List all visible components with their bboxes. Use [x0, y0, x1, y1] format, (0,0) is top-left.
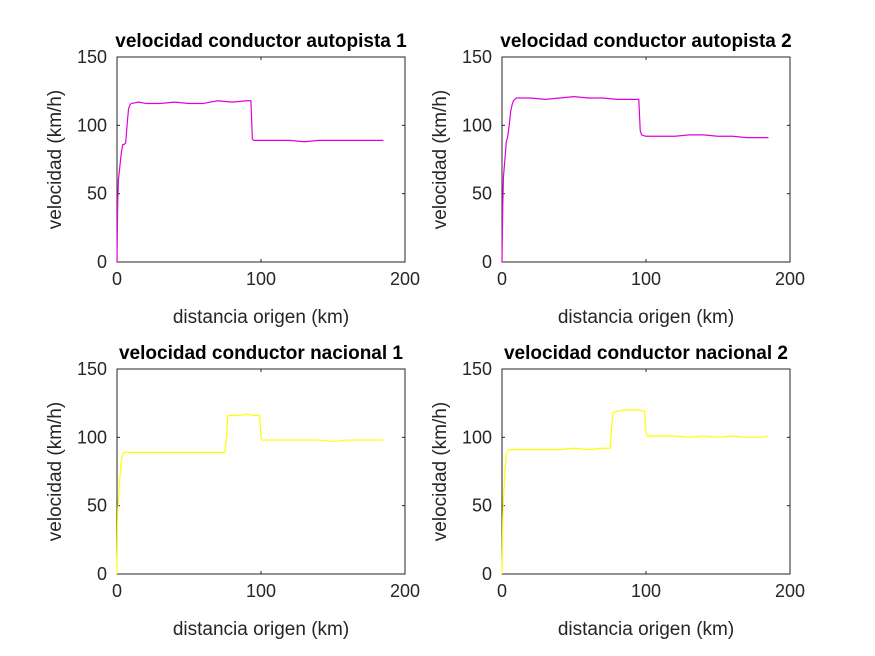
x-axis-label: distancia origen (km) — [173, 619, 349, 640]
x-tick-label: 100 — [631, 269, 661, 289]
chart-title: velocidad conductor nacional 2 — [504, 343, 788, 364]
subplot-1: 0 100 200 0 50 100 150 velocidad conductor auto… — [45, 31, 420, 328]
x-tick-label: 200 — [775, 269, 805, 289]
series-line — [116, 100, 384, 263]
y-tick-label: 150 — [462, 359, 492, 379]
series-line — [501, 409, 769, 575]
y-tick-label: 50 — [87, 184, 107, 204]
x-axis-label: distancia origen (km) — [173, 307, 349, 328]
subplot-3: 0 100 200 0 50 100 150 velocidad conductor naci… — [45, 343, 420, 640]
chart-title: velocidad conductor autopista 2 — [500, 31, 791, 52]
y-tick-label: 0 — [482, 564, 492, 584]
y-axis-label: velocidad (km/h) — [430, 402, 451, 541]
chart-title: velocidad conductor autopista 1 — [115, 31, 407, 52]
y-tick-label: 150 — [77, 359, 107, 379]
x-tick-label: 200 — [390, 581, 420, 601]
y-tick-label: 100 — [77, 427, 107, 447]
x-axis-label: distancia origen (km) — [558, 307, 734, 328]
x-tick-label: 100 — [246, 269, 276, 289]
y-axis-label: velocidad (km/h) — [45, 90, 66, 229]
y-axis-label: velocidad (km/h) — [430, 90, 451, 229]
subplot-4: 0 100 200 0 50 100 150 velocidad conductor naci… — [430, 343, 805, 640]
series-line — [501, 96, 769, 263]
axes-box — [501, 56, 791, 263]
y-tick-label: 100 — [77, 115, 107, 135]
x-tick-label: 100 — [246, 581, 276, 601]
y-axis-label: velocidad (km/h) — [45, 402, 66, 541]
x-tick-label: 100 — [631, 581, 661, 601]
y-tick-label: 100 — [462, 427, 492, 447]
axes-box — [116, 56, 406, 263]
x-tick-label: 0 — [497, 581, 507, 601]
y-tick-label: 100 — [462, 115, 492, 135]
axes-box — [501, 368, 791, 575]
x-tick-label: 200 — [775, 581, 805, 601]
y-tick-label: 0 — [97, 564, 107, 584]
y-tick-label: 50 — [472, 184, 492, 204]
y-tick-label: 150 — [77, 47, 107, 67]
y-tick-label: 50 — [472, 496, 492, 516]
series-line — [116, 413, 384, 575]
y-tick-label: 0 — [482, 252, 492, 272]
chart-title: velocidad conductor nacional 1 — [119, 343, 403, 364]
y-tick-label: 150 — [462, 47, 492, 67]
x-tick-label: 0 — [497, 269, 507, 289]
y-tick-label: 50 — [87, 496, 107, 516]
x-tick-label: 0 — [112, 581, 122, 601]
y-tick-label: 0 — [97, 252, 107, 272]
axes-box — [116, 368, 406, 575]
subplot-2: 0 100 200 0 50 100 150 velocidad conductor auto… — [430, 31, 805, 328]
x-tick-label: 200 — [390, 269, 420, 289]
x-tick-label: 0 — [112, 269, 122, 289]
x-axis-label: distancia origen (km) — [558, 619, 734, 640]
